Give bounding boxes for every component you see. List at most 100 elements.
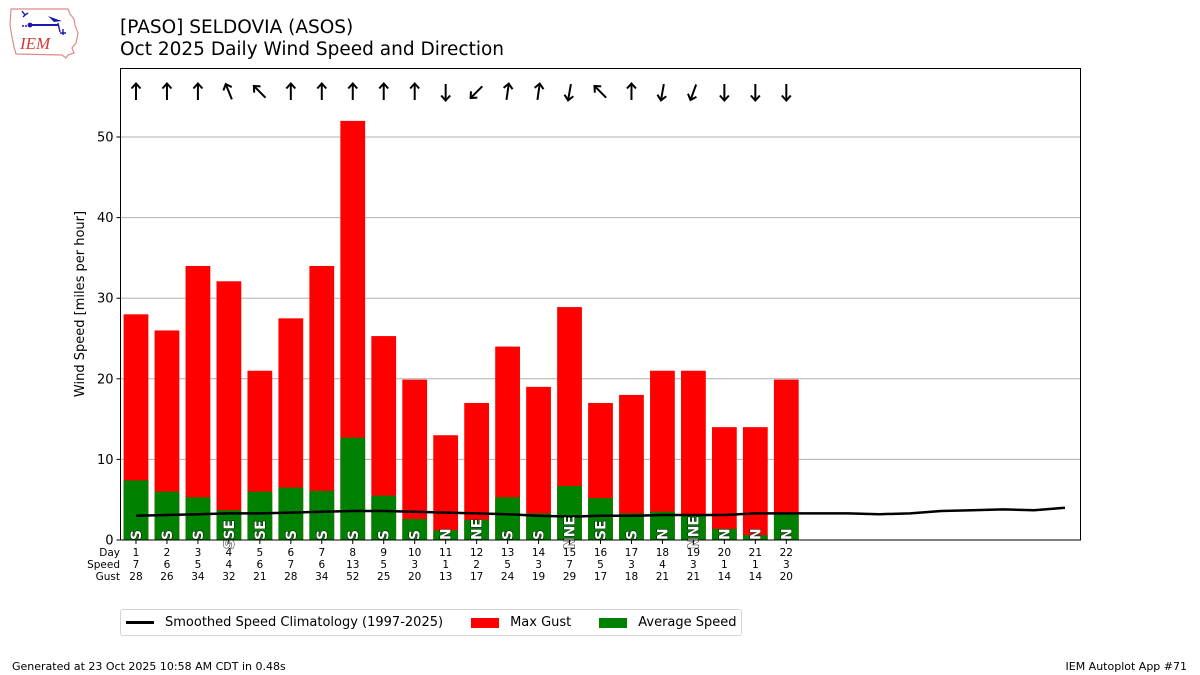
speed-label: 3 [628, 559, 635, 571]
arrow-shaft [470, 85, 483, 99]
climatology-line [135, 506, 1066, 518]
day-label: 12 [470, 547, 483, 559]
direction-label: NNE [686, 516, 702, 549]
arrow-shaft [536, 83, 541, 101]
speed-bar [650, 511, 675, 540]
arrow-head [285, 82, 297, 90]
direction-arrow-icon [719, 84, 730, 102]
speed-bar [309, 490, 335, 540]
direction-label: S [501, 530, 517, 540]
gust-label: 32 [222, 571, 235, 583]
arrow-shaft [567, 83, 572, 101]
arrow-shaft [505, 83, 510, 101]
day-label: 15 [563, 547, 576, 559]
speed-bar [216, 510, 242, 540]
gust-label: 29 [563, 571, 576, 583]
gust-bar [402, 379, 428, 540]
day-label: 3 [195, 547, 202, 559]
speed-bar [773, 513, 799, 540]
day-label: 20 [718, 547, 731, 559]
legend-line-swatch [126, 621, 154, 624]
direction-arrow-icon [626, 82, 637, 100]
direction-arrow-icon [687, 84, 698, 102]
app-credit: IEM Autoplot App #71 [1065, 660, 1188, 673]
direction-arrow-icon [252, 84, 267, 99]
speed-bar [526, 513, 551, 540]
arrow-head [192, 82, 204, 90]
speed-bar [588, 498, 613, 540]
day-label: 19 [687, 547, 700, 559]
speed-bar [123, 480, 149, 540]
arrow-shaft [253, 85, 267, 99]
gust-label: 28 [129, 571, 142, 583]
speed-bar [557, 485, 582, 540]
arrow-head [593, 84, 602, 93]
direction-arrow-icon [593, 84, 607, 99]
arrow-shaft [594, 85, 607, 99]
y-tick-label: 20 [97, 372, 114, 387]
direction-arrow-icon [222, 82, 233, 100]
gust-label: 25 [377, 571, 390, 583]
direction-label: SE [253, 520, 269, 540]
legend: Smoothed Speed Climatology (1997-2025) M… [120, 609, 742, 636]
iem-logo: IEM [9, 8, 79, 59]
day-label: 4 [226, 547, 233, 559]
day-label: 9 [380, 547, 387, 559]
generated-timestamp: Generated at 23 Oct 2025 10:58 AM CDT in… [12, 660, 286, 673]
speed-bar [371, 495, 397, 540]
arrow-head [347, 82, 359, 90]
direction-arrow-icon [130, 82, 142, 100]
table-row-label: Day [99, 547, 120, 559]
gust-label: 18 [625, 571, 638, 583]
arrow-head [378, 82, 389, 90]
arrow-head [533, 82, 545, 90]
y-tick-label: 0 [105, 534, 113, 549]
day-label: 14 [532, 547, 546, 559]
gust-bar [433, 435, 459, 540]
speed-label: 5 [195, 559, 202, 571]
speed-label: 3 [690, 559, 697, 571]
gust-label: 34 [315, 571, 329, 583]
direction-label: SE [594, 520, 610, 540]
direction-arrow-icon [781, 84, 792, 102]
direction-arrow-icon [440, 84, 451, 102]
speed-bar [464, 519, 490, 540]
gust-bar [216, 281, 242, 540]
legend-label: Smoothed Speed Climatology (1997-2025) [165, 615, 444, 630]
direction-label: S [191, 530, 207, 540]
direction-arrow-icon [285, 82, 297, 100]
speed-label: 7 [287, 559, 294, 571]
direction-arrow-icon [409, 82, 420, 100]
arrow-head [781, 94, 792, 102]
speed-label: 1 [721, 559, 728, 571]
arrow-head [316, 82, 328, 90]
day-label: 7 [318, 547, 325, 559]
speed-bar [402, 519, 428, 540]
arrow-head [656, 94, 667, 102]
direction-arrow-icon [316, 82, 328, 100]
x-axis-table: DaySpeedGust1728262635344432562167287634… [87, 540, 793, 583]
gust-label: 20 [780, 571, 793, 583]
speed-label: 7 [133, 559, 140, 571]
day-label: 2 [164, 547, 171, 559]
gust-label: 13 [439, 571, 452, 583]
legend-label: Max Gust [510, 615, 572, 630]
speed-label: 4 [659, 559, 666, 571]
day-label: 5 [257, 547, 264, 559]
gust-bar [464, 402, 490, 540]
speed-label: 4 [226, 559, 233, 571]
day-label: 18 [656, 547, 669, 559]
y-tick-label: 30 [97, 292, 114, 307]
gust-label: 17 [470, 571, 483, 583]
arrow-head [687, 93, 697, 102]
direction-label: S [315, 530, 331, 540]
direction-label: N [717, 528, 733, 540]
gust-bar [681, 370, 706, 540]
direction-arrow-icon [161, 82, 173, 100]
table-row-label: Speed [87, 559, 120, 571]
direction-label: N [439, 528, 455, 540]
speed-label: 2 [473, 559, 480, 571]
y-tick-label: 40 [97, 211, 114, 226]
logo-text: IEM [19, 34, 51, 53]
day-label: 21 [749, 547, 762, 559]
